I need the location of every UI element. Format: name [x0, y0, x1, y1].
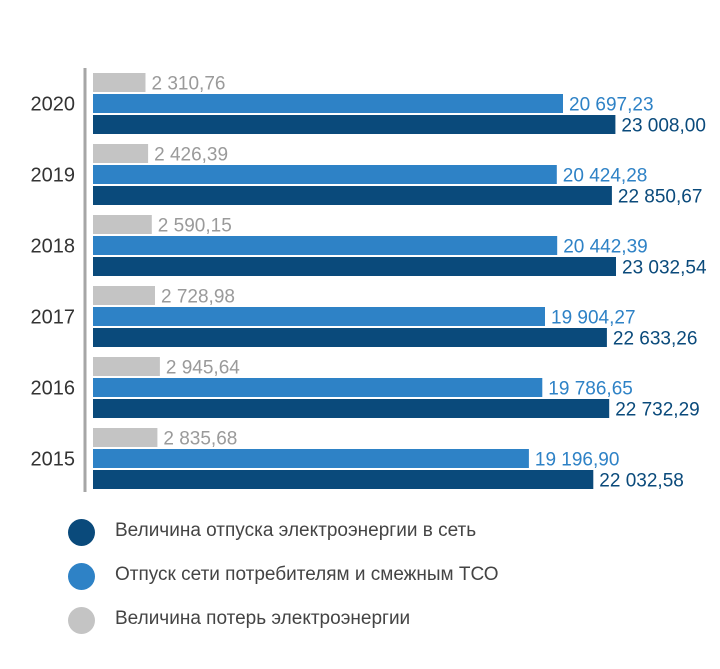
- bar-losses-2019: [93, 144, 149, 163]
- legend-swatch-supply: [68, 519, 95, 546]
- bars: [93, 73, 616, 489]
- value-label-losses-2016: 2 945,64: [166, 358, 240, 379]
- legend-swatch-losses: [68, 607, 95, 634]
- legend-label-consumers: Отпуск сети потребителям и смежным ТСО: [115, 564, 499, 585]
- legend-swatch-consumers: [68, 563, 95, 590]
- bar-losses-2018: [93, 215, 152, 234]
- bar-consumers-2018: [93, 236, 558, 255]
- value-label-consumers-2019: 20 424,28: [563, 166, 648, 187]
- bar-losses-2016: [93, 357, 160, 376]
- bar-supply-2015: [93, 470, 594, 489]
- bar-losses-2020: [93, 73, 146, 92]
- bar-consumers-2019: [93, 165, 557, 184]
- value-label-supply-2018: 23 032,54: [622, 258, 707, 279]
- value-label-supply-2017: 22 633,26: [613, 329, 698, 350]
- value-label-consumers-2020: 20 697,23: [569, 95, 654, 116]
- bar-supply-2017: [93, 328, 607, 347]
- bar-consumers-2015: [93, 449, 529, 468]
- bar-supply-2019: [93, 186, 612, 205]
- value-label-supply-2019: 22 850,67: [618, 187, 703, 208]
- bar-losses-2015: [93, 428, 158, 447]
- value-label-consumers-2016: 19 786,65: [548, 379, 633, 400]
- value-label-losses-2020: 2 310,76: [152, 74, 226, 95]
- bar-chart: 2020 2019 2018 2017 2016 2015 2 310,76 20 697,…: [31, 68, 707, 492]
- value-label-supply-2020: 23 008,00: [621, 116, 706, 137]
- value-label-losses-2015: 2 835,68: [163, 429, 237, 450]
- bar-supply-2016: [93, 399, 610, 418]
- value-label-supply-2016: 22 732,29: [615, 400, 700, 421]
- value-label-losses-2019: 2 426,39: [154, 145, 228, 166]
- year-label-2020: 2020: [31, 94, 76, 116]
- bar-consumers-2017: [93, 307, 545, 326]
- bar-supply-2020: [93, 115, 616, 134]
- year-label-2017: 2017: [31, 307, 76, 329]
- bar-consumers-2016: [93, 378, 543, 397]
- legend-label-supply: Величина отпуска электроэнергии в сеть: [115, 520, 477, 541]
- value-label-consumers-2017: 19 904,27: [551, 308, 636, 329]
- year-label-2019: 2019: [31, 165, 76, 187]
- year-labels: 2020 2019 2018 2017 2016 2015: [31, 94, 76, 471]
- year-label-2018: 2018: [31, 236, 76, 258]
- year-label-2015: 2015: [31, 449, 76, 471]
- legend-label-losses: Величина потерь электроэнергии: [115, 608, 411, 629]
- value-label-losses-2018: 2 590,15: [158, 216, 232, 237]
- value-label-losses-2017: 2 728,98: [161, 287, 235, 308]
- bar-consumers-2020: [93, 94, 563, 113]
- value-label-supply-2015: 22 032,58: [599, 471, 684, 492]
- value-label-consumers-2015: 19 196,90: [535, 450, 620, 471]
- bar-supply-2018: [93, 257, 616, 276]
- year-label-2016: 2016: [31, 378, 76, 400]
- value-label-consumers-2018: 20 442,39: [563, 237, 648, 258]
- bar-losses-2017: [93, 286, 155, 305]
